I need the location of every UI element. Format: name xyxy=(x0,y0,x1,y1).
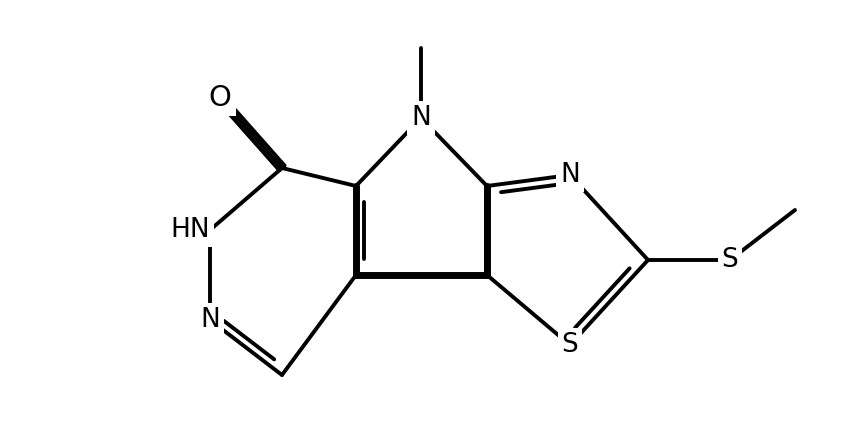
Text: N: N xyxy=(200,307,220,333)
Text: N: N xyxy=(560,162,580,188)
Text: N: N xyxy=(411,105,431,131)
Text: HN: HN xyxy=(170,217,210,243)
Text: O: O xyxy=(209,84,232,112)
Text: S: S xyxy=(722,247,738,273)
Text: S: S xyxy=(562,332,578,358)
